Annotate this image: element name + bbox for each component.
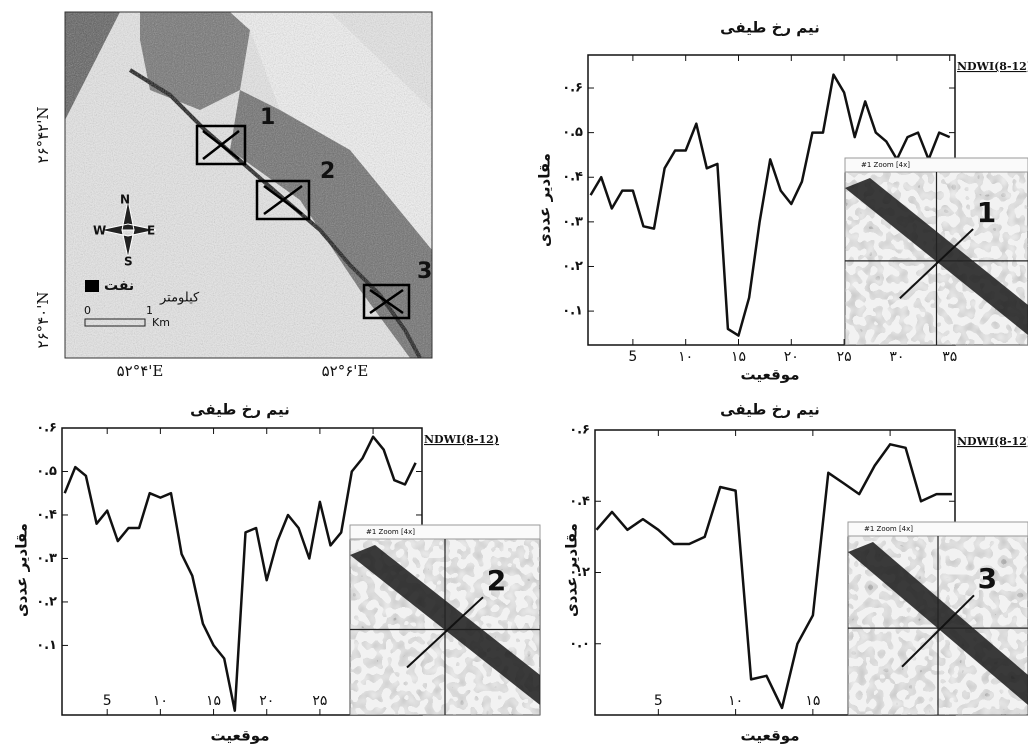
x-tick-label: ۱۵	[731, 349, 746, 365]
x-tick-label: ۲۰	[784, 349, 799, 365]
y-tick-label: ۰.۴	[36, 507, 57, 522]
x-tick-label: 5	[628, 349, 637, 365]
x-tick-label: ۱۰	[728, 693, 743, 709]
inset-label: 3	[978, 562, 997, 595]
inset-title: #1 Zoom [4x]	[864, 525, 913, 533]
y-axis-label: مقادیر عددی	[13, 523, 31, 617]
page: 1 2 3 N S E W نفت کیلومتر 0 1 Km ۲۶°۴۲'N…	[0, 0, 1028, 747]
y-tick-label: ۰.۱	[36, 638, 57, 653]
inset-label: 1	[977, 196, 996, 229]
legend-label: NDWI(8-12)	[424, 433, 499, 446]
legend-label: NDWI(8-12)	[957, 60, 1028, 73]
x-tick-label: ۳۵	[942, 349, 957, 365]
box-label: 1	[260, 105, 275, 130]
satellite-map: 1 2 3 N S E W نفت کیلومتر 0 1 Km	[65, 12, 432, 358]
x-tick-label: 5	[654, 693, 663, 709]
x-tick-label: ۲۵	[312, 693, 327, 709]
scale-label: 0	[84, 304, 91, 317]
y-tick-label: ۰.۴	[569, 494, 590, 509]
x-axis-label: موقعیت	[741, 366, 800, 384]
lat-label: ۲۶°۴۰'N	[34, 292, 52, 349]
scale-label: Km	[152, 316, 170, 329]
y-tick-label: ۰.۱	[562, 304, 583, 319]
y-tick-label: ۰.۶	[36, 421, 57, 436]
compass-label: S	[124, 255, 133, 269]
inset-label: 2	[487, 564, 506, 597]
lon-label: ۵۲°۶'E	[322, 362, 369, 380]
y-axis-label: مقادیر عددی	[563, 523, 581, 617]
x-tick-label: ۳۰	[889, 349, 904, 365]
x-tick-label: ۱۰	[153, 693, 168, 709]
x-axis-label: موقعیت	[741, 727, 800, 745]
compass-label: E	[147, 224, 155, 238]
lat-label: ۲۶°۴۲'N	[34, 107, 52, 164]
y-tick-label: ۰.۲	[562, 259, 583, 274]
chart-title: نیم رخ طیفی	[190, 401, 290, 419]
figure: 1 2 3 N S E W نفت کیلومتر 0 1 Km ۲۶°۴۲'N…	[0, 0, 1028, 747]
x-tick-label: ۲۵	[837, 349, 852, 365]
x-axis-label: موقعیت	[211, 727, 270, 745]
y-tick-label: ۰.۵	[36, 464, 57, 479]
map-texture	[65, 12, 432, 358]
box-label: 3	[417, 259, 432, 284]
x-tick-label: ۱۵	[805, 693, 820, 709]
x-tick-label: ۱۵	[206, 693, 221, 709]
chart-title: نیم رخ طیفی	[720, 19, 820, 37]
legend-swatch	[85, 280, 99, 292]
lon-label: ۵۲°۴'E	[117, 362, 164, 380]
y-tick-label: ۰.۲	[36, 594, 57, 609]
x-tick-label: ۲۰	[259, 693, 274, 709]
x-tick-label: 5	[103, 693, 112, 709]
y-tick-label: ۰.۵	[562, 125, 583, 140]
y-tick-label: ۰.۴	[562, 170, 583, 185]
y-tick-label: ۰.۶	[569, 423, 590, 438]
y-tick-label: ۰.۳	[36, 551, 57, 566]
y-tick-label: ۰.۰	[569, 636, 590, 651]
y-axis-label: مقادیر عددی	[536, 153, 554, 247]
inset-title: #1 Zoom [4x]	[366, 528, 415, 536]
chart-title: نیم رخ طیفی	[720, 401, 820, 419]
scale-title: کیلومتر	[159, 291, 200, 306]
inset-title: #1 Zoom [4x]	[861, 161, 910, 169]
compass-label: W	[93, 224, 106, 238]
y-tick-label: ۰.۶	[562, 81, 583, 96]
compass-label: N	[120, 193, 130, 207]
x-tick-label: ۱۰	[678, 349, 693, 365]
box-label: 2	[320, 159, 335, 184]
legend-label: نفت	[104, 278, 134, 294]
y-tick-label: ۰.۳	[562, 214, 583, 229]
legend-label: NDWI(8-12)	[957, 435, 1028, 448]
